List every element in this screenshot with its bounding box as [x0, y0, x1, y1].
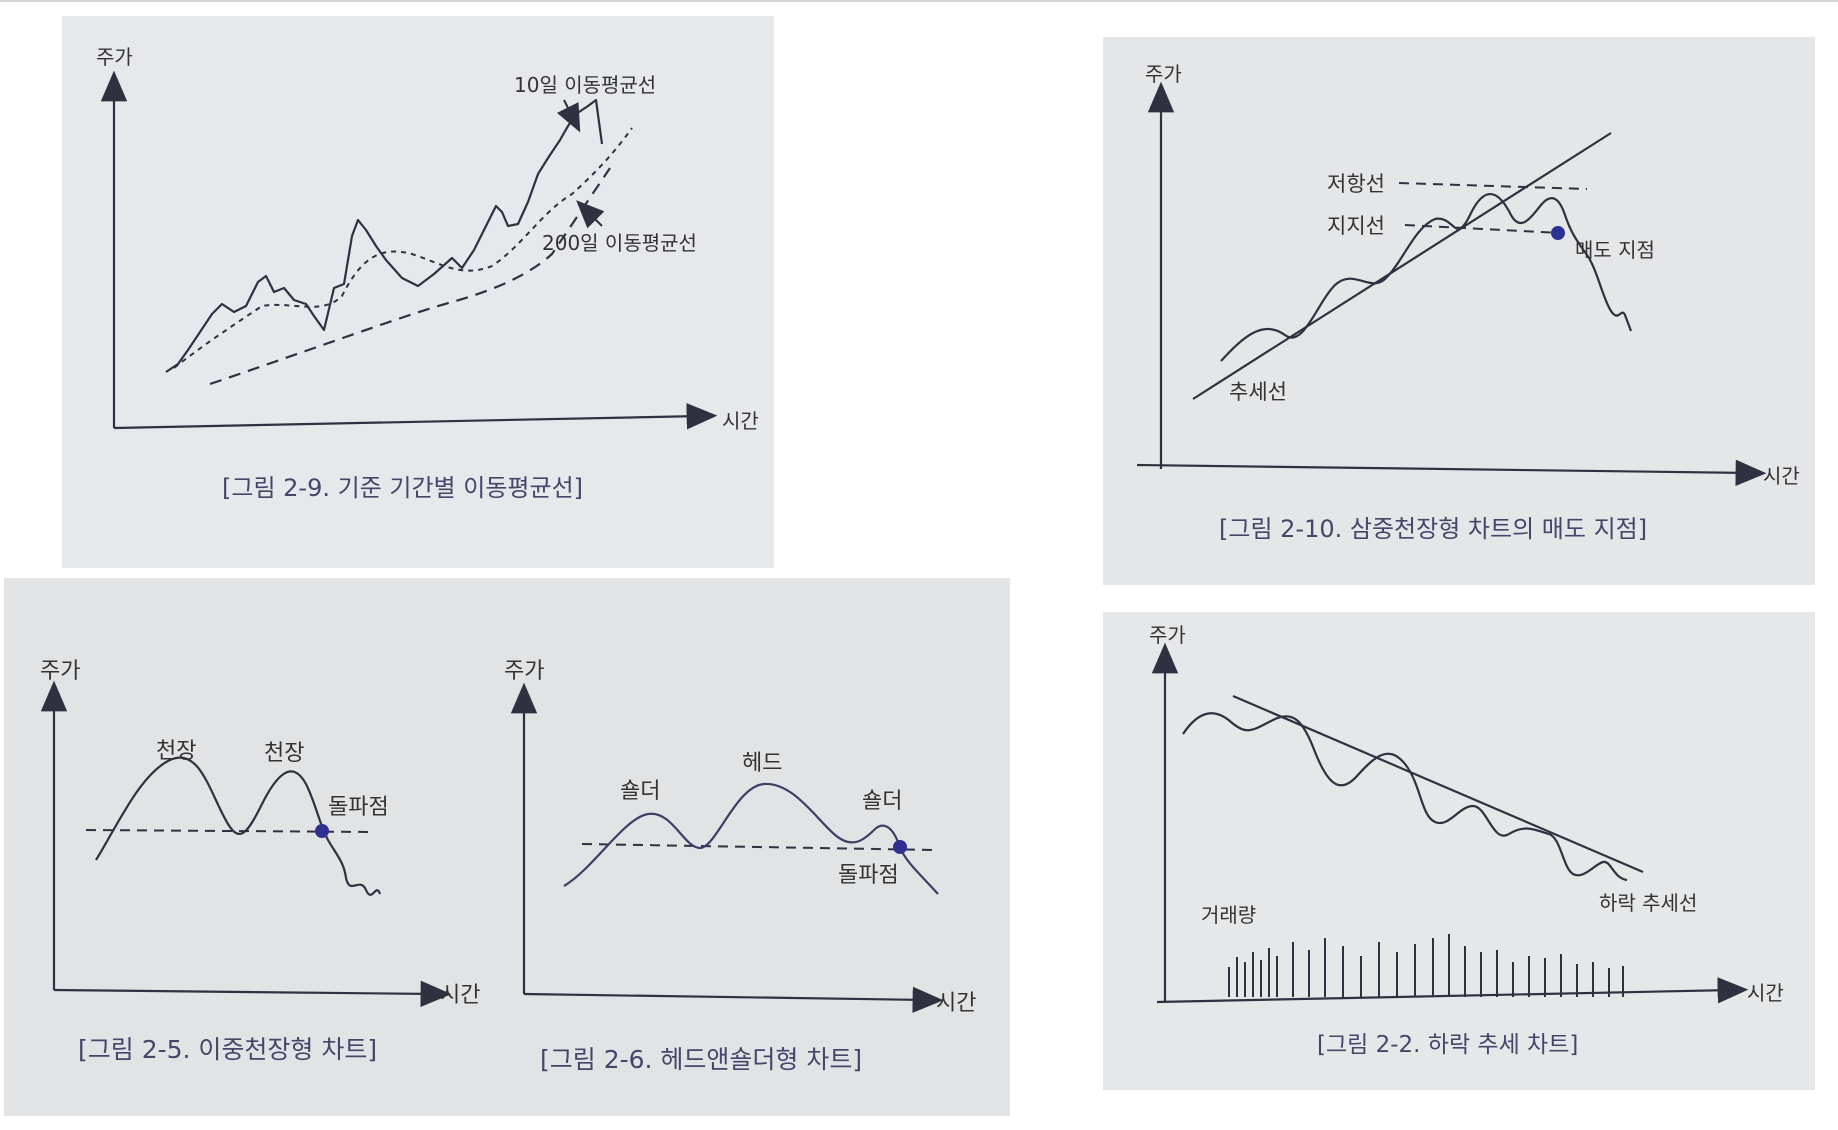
neckline: [581, 843, 935, 851]
trend-line-label: 추세선: [1229, 380, 1287, 404]
y-axis-label: 주가: [96, 45, 133, 69]
x-axis: [523, 986, 944, 1013]
figure-2-10-panel: 주가 시간 저항선 지지선 매도 지점 추세선 [그림 2-10. 삼중천장형 …: [1103, 37, 1815, 585]
price-line: [1182, 712, 1628, 882]
top1-label: 천장: [156, 739, 196, 764]
top2-label: 천장: [264, 741, 304, 766]
break-point-marker: [315, 824, 329, 838]
sell-point-marker: [1551, 226, 1565, 240]
x-axis-label: 시간: [722, 409, 759, 433]
break-point-label: 돌파점: [328, 795, 389, 820]
resistance-line: [1398, 182, 1588, 190]
figure-2-2-svg: 주가 시간: [1149, 623, 1784, 1058]
ma200-line: [209, 167, 611, 386]
figure-caption: [그림 2-6. 헤드앤숄더형 차트]: [540, 1045, 862, 1074]
x-axis: [113, 403, 718, 430]
sell-point-label: 매도 지점: [1575, 238, 1655, 262]
y-axis-label: 주가: [1149, 623, 1186, 647]
ma200-label: 200일 이동평균선: [542, 231, 697, 255]
y-axis-label: 주가: [504, 659, 544, 684]
downtrend-label: 하락 추세선: [1599, 891, 1697, 915]
figure-2-2-panel: 주가 시간: [1103, 612, 1815, 1090]
figure-2-9-svg: 주가 시간 10일 이동평균선 200일 이동평균선 [그림 2-9. 기준 기…: [96, 45, 759, 502]
x-axis-label: 시간: [1763, 464, 1800, 488]
x-axis: [53, 980, 452, 1008]
resistance-label: 저항선: [1327, 172, 1385, 196]
ma10-pointer: [557, 99, 581, 133]
figure-caption: [그림 2-5. 이중천장형 차트]: [78, 1035, 377, 1064]
figure-caption: [그림 2-9. 기준 기간별 이동평균선]: [222, 474, 583, 502]
trend-line: [1192, 132, 1612, 400]
figure-caption: [그림 2-10. 삼중천장형 차트의 매도 지점]: [1219, 515, 1647, 543]
figure-2-5: 주가 시간 천장 천장 돌파점 [그림 2-5. 이중천장형 차트]: [40, 659, 480, 1064]
x-axis-label: 시간: [1747, 981, 1784, 1005]
top-border: [0, 0, 1838, 2]
neckline: [85, 829, 375, 833]
price-line: [563, 782, 939, 895]
volume-label: 거래량: [1201, 903, 1256, 927]
figure-2-10-svg: 주가 시간 저항선 지지선 매도 지점 추세선 [그림 2-10. 삼중천장형 …: [1136, 62, 1800, 543]
break-point-label: 돌파점: [838, 863, 899, 888]
right-shoulder-label: 숄더: [862, 789, 902, 814]
volume-bars: [1228, 934, 1624, 997]
figure-2-6: 주가 시간 숄더 헤드 숄더 돌파점 [그림 2-6. 헤드앤숄더형 차트]: [504, 659, 976, 1074]
ma10-line: [173, 127, 633, 369]
figure-caption: [그림 2-2. 하락 추세 차트]: [1317, 1032, 1578, 1058]
break-point-marker: [893, 840, 907, 854]
x-axis: [1156, 977, 1749, 1004]
x-axis-label: 시간: [936, 991, 976, 1016]
support-line: [1404, 224, 1562, 234]
price-line: [95, 756, 382, 896]
ma10-label: 10일 이동평균선: [514, 73, 656, 97]
figure-2-9-panel: 주가 시간 10일 이동평균선 200일 이동평균선 [그림 2-9. 기준 기…: [62, 16, 774, 568]
left-shoulder-label: 숄더: [620, 779, 660, 804]
price-line: [1220, 192, 1633, 362]
x-axis: [1136, 459, 1767, 486]
support-label: 지지선: [1327, 214, 1385, 238]
y-axis-label: 주가: [1145, 62, 1182, 86]
price-line: [165, 98, 604, 373]
figure-2-5-2-6-svg: 주가 시간 천장 천장 돌파점 [그림 2-5. 이중천장형 차트] 주가 시간…: [40, 659, 976, 1074]
ma200-pointer: [576, 200, 605, 229]
y-axis-label: 주가: [40, 659, 80, 684]
downtrend-line: [1232, 694, 1644, 874]
head-label: 헤드: [742, 751, 782, 776]
figure-2-5-2-6-panel: 주가 시간 천장 천장 돌파점 [그림 2-5. 이중천장형 차트] 주가 시간…: [4, 578, 1010, 1116]
x-axis-label: 시간: [440, 983, 480, 1008]
